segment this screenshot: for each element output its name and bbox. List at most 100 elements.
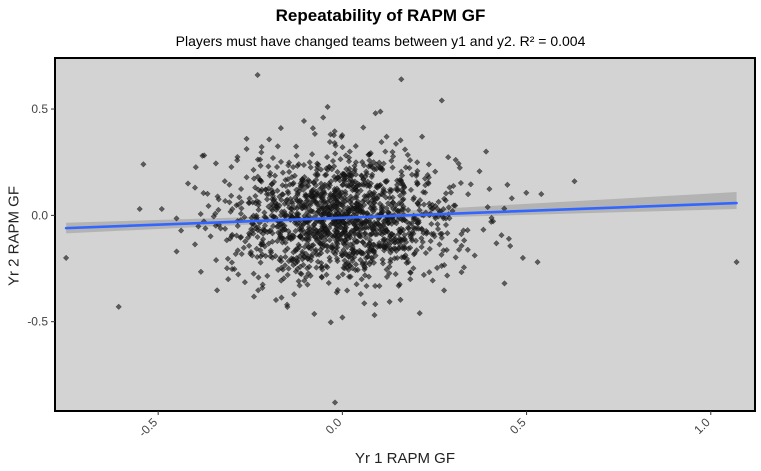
data-point xyxy=(195,223,202,230)
x-axis-label: Yr 1 RAPM GF xyxy=(354,450,455,467)
data-point xyxy=(256,156,264,163)
data-point xyxy=(414,180,421,187)
data-point xyxy=(342,188,349,195)
data-point xyxy=(279,182,286,189)
data-point xyxy=(404,206,412,214)
data-point xyxy=(361,263,368,270)
data-point xyxy=(366,261,373,268)
data-point xyxy=(480,226,487,233)
data-point xyxy=(347,172,355,179)
data-point xyxy=(355,232,363,239)
data-point xyxy=(371,247,378,255)
data-point xyxy=(357,290,364,298)
data-point xyxy=(280,275,288,282)
data-point xyxy=(341,175,348,182)
data-point xyxy=(376,239,383,247)
data-point xyxy=(215,206,222,214)
data-point xyxy=(476,168,483,175)
data-point xyxy=(204,190,211,197)
data-point xyxy=(290,249,297,256)
data-point xyxy=(276,202,283,209)
data-point xyxy=(323,226,330,233)
data-point xyxy=(313,251,320,258)
data-point xyxy=(471,252,478,259)
data-point xyxy=(452,237,460,244)
data-point xyxy=(257,162,264,169)
data-point xyxy=(352,159,360,166)
data-point xyxy=(382,227,390,234)
data-point xyxy=(300,117,308,125)
data-point xyxy=(228,233,235,240)
data-point xyxy=(259,230,267,237)
data-point xyxy=(245,199,252,206)
data-point xyxy=(394,208,401,215)
data-point xyxy=(407,186,415,194)
data-point xyxy=(383,133,390,140)
data-point xyxy=(259,251,266,258)
data-point xyxy=(447,189,455,196)
data-point xyxy=(422,189,429,196)
data-point xyxy=(331,203,338,210)
data-point xyxy=(334,236,342,243)
data-point xyxy=(389,148,396,156)
data-point xyxy=(317,185,324,192)
data-point xyxy=(433,264,441,272)
data-point xyxy=(238,250,245,258)
data-point xyxy=(350,240,357,247)
data-point xyxy=(362,234,370,241)
data-point xyxy=(299,235,306,243)
data-point xyxy=(342,152,350,159)
data-point xyxy=(352,171,360,178)
data-point xyxy=(265,240,272,247)
data-point xyxy=(348,196,355,203)
data-point xyxy=(226,181,233,188)
data-point xyxy=(267,227,274,234)
x-tick-label: 1.0 xyxy=(691,415,713,437)
data-point xyxy=(332,176,339,183)
data-point xyxy=(252,184,259,191)
data-point xyxy=(388,246,395,254)
trend-line-layer xyxy=(64,201,738,230)
data-point xyxy=(267,169,274,177)
data-point xyxy=(349,179,356,187)
data-point xyxy=(380,185,387,193)
data-point xyxy=(344,204,351,211)
data-point xyxy=(227,208,234,215)
data-point xyxy=(320,114,327,121)
data-point xyxy=(352,142,359,150)
data-point xyxy=(444,272,451,279)
data-point xyxy=(327,244,335,251)
data-point xyxy=(324,103,331,111)
data-point xyxy=(370,191,377,198)
data-point xyxy=(403,255,411,263)
data-point xyxy=(296,282,303,289)
data-point xyxy=(407,269,414,276)
data-point xyxy=(396,200,403,207)
data-point xyxy=(278,258,285,265)
data-point xyxy=(304,281,311,288)
data-point xyxy=(240,244,247,251)
data-point xyxy=(394,254,401,262)
data-point xyxy=(212,256,220,264)
data-point xyxy=(184,180,192,187)
data-point xyxy=(236,194,243,201)
data-point xyxy=(350,220,357,227)
data-point xyxy=(334,199,341,207)
data-point xyxy=(357,203,365,210)
data-point xyxy=(390,205,397,213)
data-point xyxy=(225,276,232,283)
data-point xyxy=(379,256,386,263)
data-point xyxy=(228,259,236,266)
data-point xyxy=(399,244,406,252)
data-point xyxy=(445,204,452,211)
data-point xyxy=(269,189,276,197)
data-point xyxy=(262,186,269,193)
data-point xyxy=(335,187,342,194)
data-point xyxy=(407,276,414,283)
data-point xyxy=(300,221,307,228)
data-point xyxy=(330,248,337,256)
data-point xyxy=(435,198,442,205)
data-point xyxy=(298,199,306,206)
data-point xyxy=(383,266,390,273)
data-point xyxy=(331,220,339,227)
